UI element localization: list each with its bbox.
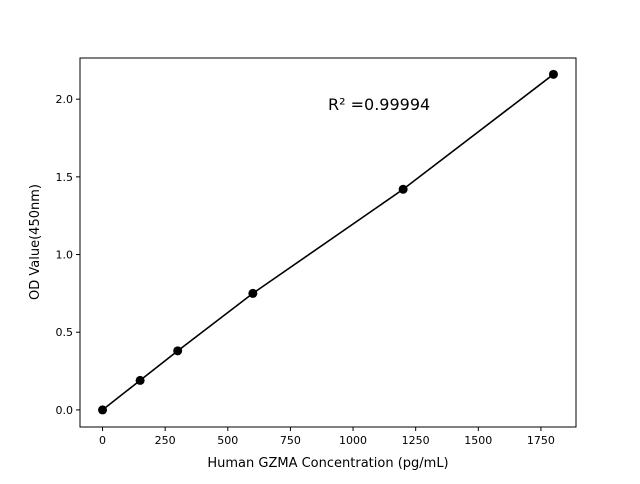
y-tick-label: 0.0: [56, 404, 74, 417]
x-tick-label: 750: [280, 434, 301, 447]
x-tick-label: 500: [217, 434, 238, 447]
data-point: [248, 288, 258, 298]
data-point: [548, 69, 558, 79]
y-tick-label: 1.0: [56, 249, 74, 262]
data-point: [98, 405, 108, 415]
x-tick-label: 1250: [402, 434, 430, 447]
x-tick-label: 250: [155, 434, 176, 447]
data-point: [398, 184, 408, 194]
r-squared-annotation: R² =0.99994: [328, 95, 430, 114]
y-tick-label: 1.5: [56, 171, 74, 184]
fit-line: [102, 73, 554, 411]
x-tick-label: 0: [99, 434, 106, 447]
x-axis-label: Human GZMA Concentration (pg/mL): [207, 456, 448, 471]
data-point: [135, 375, 145, 385]
data-point: [173, 346, 183, 356]
x-tick-label: 1000: [339, 434, 367, 447]
y-axis-label: OD Value(450nm): [28, 184, 43, 300]
series: [98, 69, 558, 415]
x-tick-label: 1500: [464, 434, 492, 447]
y-axis: 0.0 0.5 1.0 1.5 2.0: [56, 93, 80, 417]
x-tick-label: 1750: [527, 434, 555, 447]
y-tick-label: 2.0: [56, 93, 74, 106]
y-tick-label: 0.5: [56, 326, 74, 339]
x-axis: 0 250 500 750 1000 1250 1500 1750: [99, 427, 555, 447]
